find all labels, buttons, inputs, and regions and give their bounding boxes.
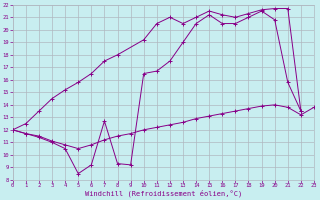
X-axis label: Windchill (Refroidissement éolien,°C): Windchill (Refroidissement éolien,°C) (85, 190, 242, 197)
